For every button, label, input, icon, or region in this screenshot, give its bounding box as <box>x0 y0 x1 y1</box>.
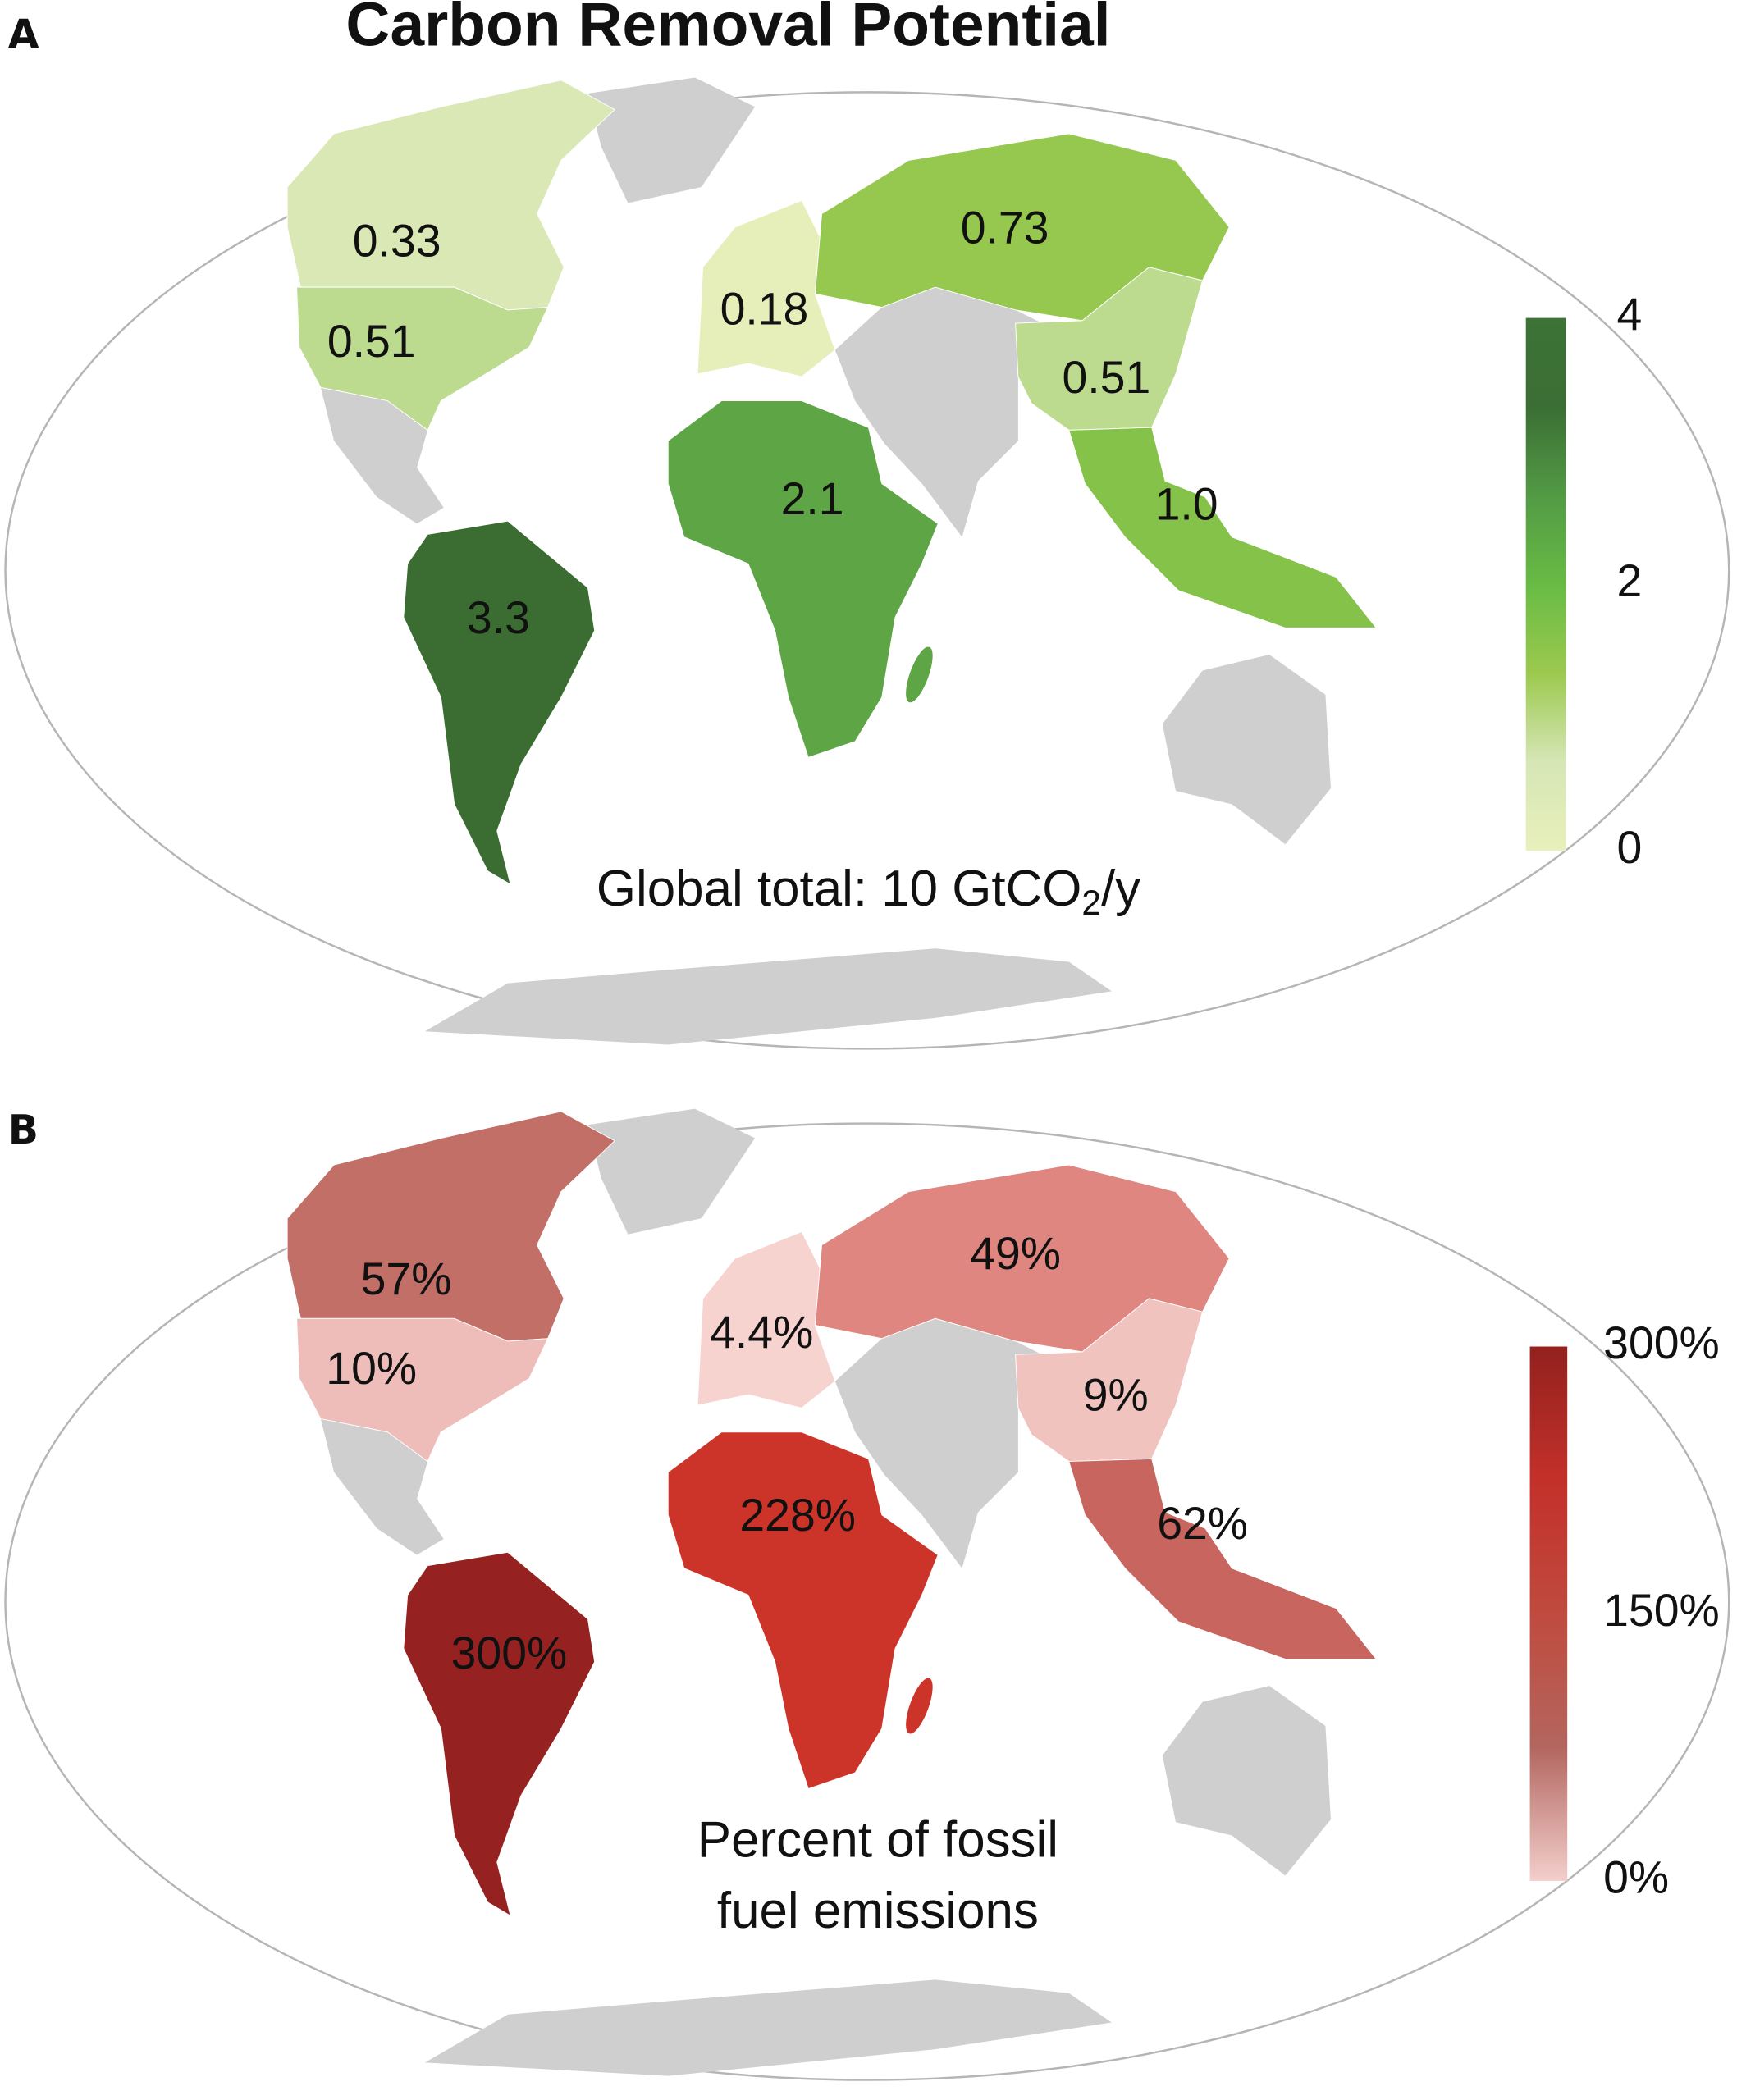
value-label-africa: 2.1 <box>781 473 844 524</box>
value-label-south-america: 300% <box>451 1628 568 1678</box>
global-total-note: Global total: 10 GtCO2/y <box>597 861 1140 922</box>
region-south-america <box>403 520 596 886</box>
value-label-africa: 228% <box>739 1490 856 1541</box>
colorbar-tick-label: 0% <box>1603 1852 1669 1903</box>
value-label-usa: 0.51 <box>327 316 416 367</box>
map-panel-a: 0.33 0.51 0.18 0.73 0.51 1.0 2.1 3.3 <box>4 77 1730 1050</box>
panel-label-b: B <box>8 1107 39 1153</box>
value-label-china: 0.51 <box>1062 352 1150 403</box>
region-usa <box>296 1317 549 1463</box>
colorbar-gradient <box>1525 317 1566 851</box>
region-africa <box>667 400 939 758</box>
map-panel-b: 57% 10% 4.4% 49% 9% 62% 228% 300% <box>4 1108 1730 2081</box>
value-label-canada: 0.33 <box>353 216 441 267</box>
region-southeast-asia <box>1068 1458 1378 1660</box>
colorbar-tick-label: 2 <box>1616 555 1642 606</box>
region-south-america <box>403 1551 596 1917</box>
no-data-region-australia <box>1162 654 1331 845</box>
no-data-region-greenland <box>587 1108 756 1235</box>
percent-note-line-2: fuel emissions <box>717 1883 1039 1939</box>
colorbar-tick-label: 4 <box>1616 289 1642 340</box>
colorbar-tick-label: 150% <box>1603 1585 1720 1636</box>
region-china <box>1015 1298 1204 1463</box>
colorbar-a: 4 2 0 <box>1525 289 1642 873</box>
chart-title: Carbon Removal Potential <box>345 0 1110 59</box>
no-data-region-mideast <box>834 287 1069 537</box>
region-madagascar <box>906 1678 933 1734</box>
value-label-canada: 57% <box>361 1253 452 1304</box>
no-data-region-mideast <box>834 1318 1069 1568</box>
region-china <box>1015 267 1204 431</box>
no-data-region-antarctica <box>424 1979 1112 2076</box>
value-label-russia: 0.73 <box>961 202 1049 253</box>
no-data-region-australia <box>1162 1686 1331 1876</box>
colorbar-tick-label: 300% <box>1603 1317 1720 1368</box>
percent-note-line-1: Percent of fossil <box>697 1812 1058 1869</box>
value-label-europe: 0.18 <box>720 284 809 335</box>
colorbar-tick-label: 0 <box>1616 822 1642 873</box>
value-label-southeast-asia: 62% <box>1157 1498 1248 1549</box>
no-data-region-greenland <box>587 77 756 203</box>
no-data-region-antarctica <box>424 948 1112 1045</box>
no-data-region-mexico <box>320 1418 444 1555</box>
colorbar-b: 300% 150% 0% <box>1529 1317 1720 1903</box>
region-southeast-asia <box>1068 427 1378 628</box>
value-label-south-america: 3.3 <box>467 592 530 643</box>
region-madagascar <box>906 646 933 703</box>
panel-label-a: A <box>8 11 39 58</box>
region-usa <box>296 286 549 431</box>
value-label-russia: 49% <box>970 1228 1061 1279</box>
value-label-southeast-asia: 1.0 <box>1155 478 1218 529</box>
region-africa <box>667 1431 939 1790</box>
value-label-china: 9% <box>1083 1370 1149 1421</box>
colorbar-gradient <box>1529 1346 1568 1881</box>
value-label-usa: 10% <box>326 1343 417 1394</box>
no-data-region-mexico <box>320 387 444 524</box>
value-label-europe: 4.4% <box>710 1307 813 1358</box>
